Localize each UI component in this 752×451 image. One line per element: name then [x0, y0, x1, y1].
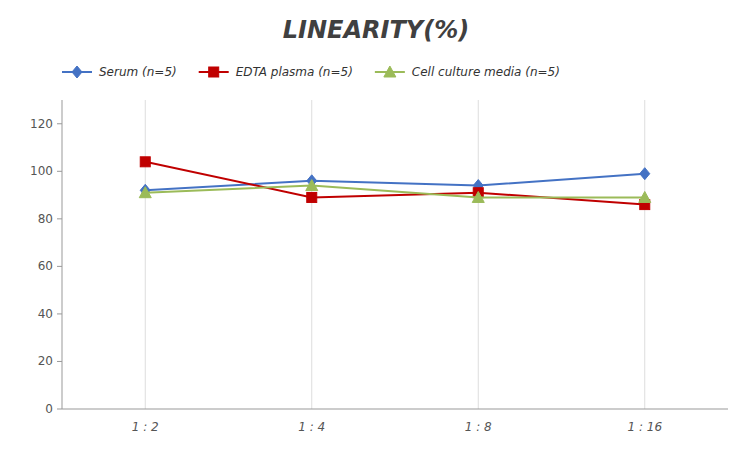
- title: LINEARITY(%): [283, 16, 469, 44]
- y-tick: [57, 313, 62, 314]
- line: [145, 186, 645, 198]
- marker: [639, 191, 651, 202]
- legend-label: Cell culture media (n=5): [412, 65, 560, 79]
- y-tick-label: 120: [30, 117, 53, 131]
- x-tick-label: 1 : 8: [465, 420, 492, 434]
- x-tick-label: 1 : 16: [627, 420, 662, 434]
- grid-line: [145, 100, 146, 409]
- series: [140, 157, 650, 210]
- legend-item: EDTA plasma (n=5): [199, 65, 353, 79]
- y-tick: [57, 409, 62, 410]
- grid: [145, 100, 645, 409]
- x-axis-line: [62, 409, 728, 410]
- y-tick: [57, 218, 62, 219]
- y-tick: [57, 266, 62, 267]
- legend: Serum (n=5) EDTA plasma (n=5) Cell culture…: [62, 65, 560, 79]
- y-axis-line: [62, 100, 63, 409]
- marker: [139, 187, 151, 198]
- x-tick-label: 1 : 4: [298, 420, 325, 434]
- y-tick-label: 100: [30, 164, 53, 178]
- line: [145, 162, 645, 205]
- marker: [306, 180, 318, 191]
- legend-label: Serum (n=5): [99, 65, 177, 79]
- y-tick-label: 40: [38, 307, 53, 321]
- grid-line: [478, 100, 479, 409]
- series: [139, 180, 651, 203]
- grid-line: [311, 100, 312, 409]
- x-tick-label: 1 : 2: [132, 420, 159, 434]
- marker: [140, 157, 150, 167]
- legend-item: Serum (n=5): [62, 65, 177, 79]
- marker: [307, 192, 317, 202]
- marker: [472, 191, 484, 202]
- legend-marker: [72, 66, 82, 78]
- y-tick: [57, 361, 62, 362]
- y-tick-label: 80: [38, 212, 53, 226]
- legend-marker: [384, 66, 396, 77]
- y-tick-label: 60: [38, 259, 53, 273]
- legend-item: Cell culture media (n=5): [375, 65, 560, 79]
- line: [145, 174, 645, 191]
- legend-label: EDTA plasma (n=5): [236, 65, 353, 79]
- y-tick: [57, 123, 62, 124]
- y-tick: [57, 171, 62, 172]
- y-tick-label: 20: [38, 354, 53, 368]
- plot-area: [139, 157, 651, 210]
- marker: [640, 168, 650, 180]
- legend-marker: [209, 67, 219, 77]
- chart: LINEARITY(%) 0 20 40 60 80 100 120 1 : 2 1 : 4 1 :…: [0, 0, 752, 451]
- grid-line: [644, 100, 645, 409]
- chart-container: LINEARITY(%) 0 20 40 60 80 100 120 1 : 2 1 : 4 1 :…: [0, 0, 752, 451]
- y-tick-label: 0: [45, 402, 53, 416]
